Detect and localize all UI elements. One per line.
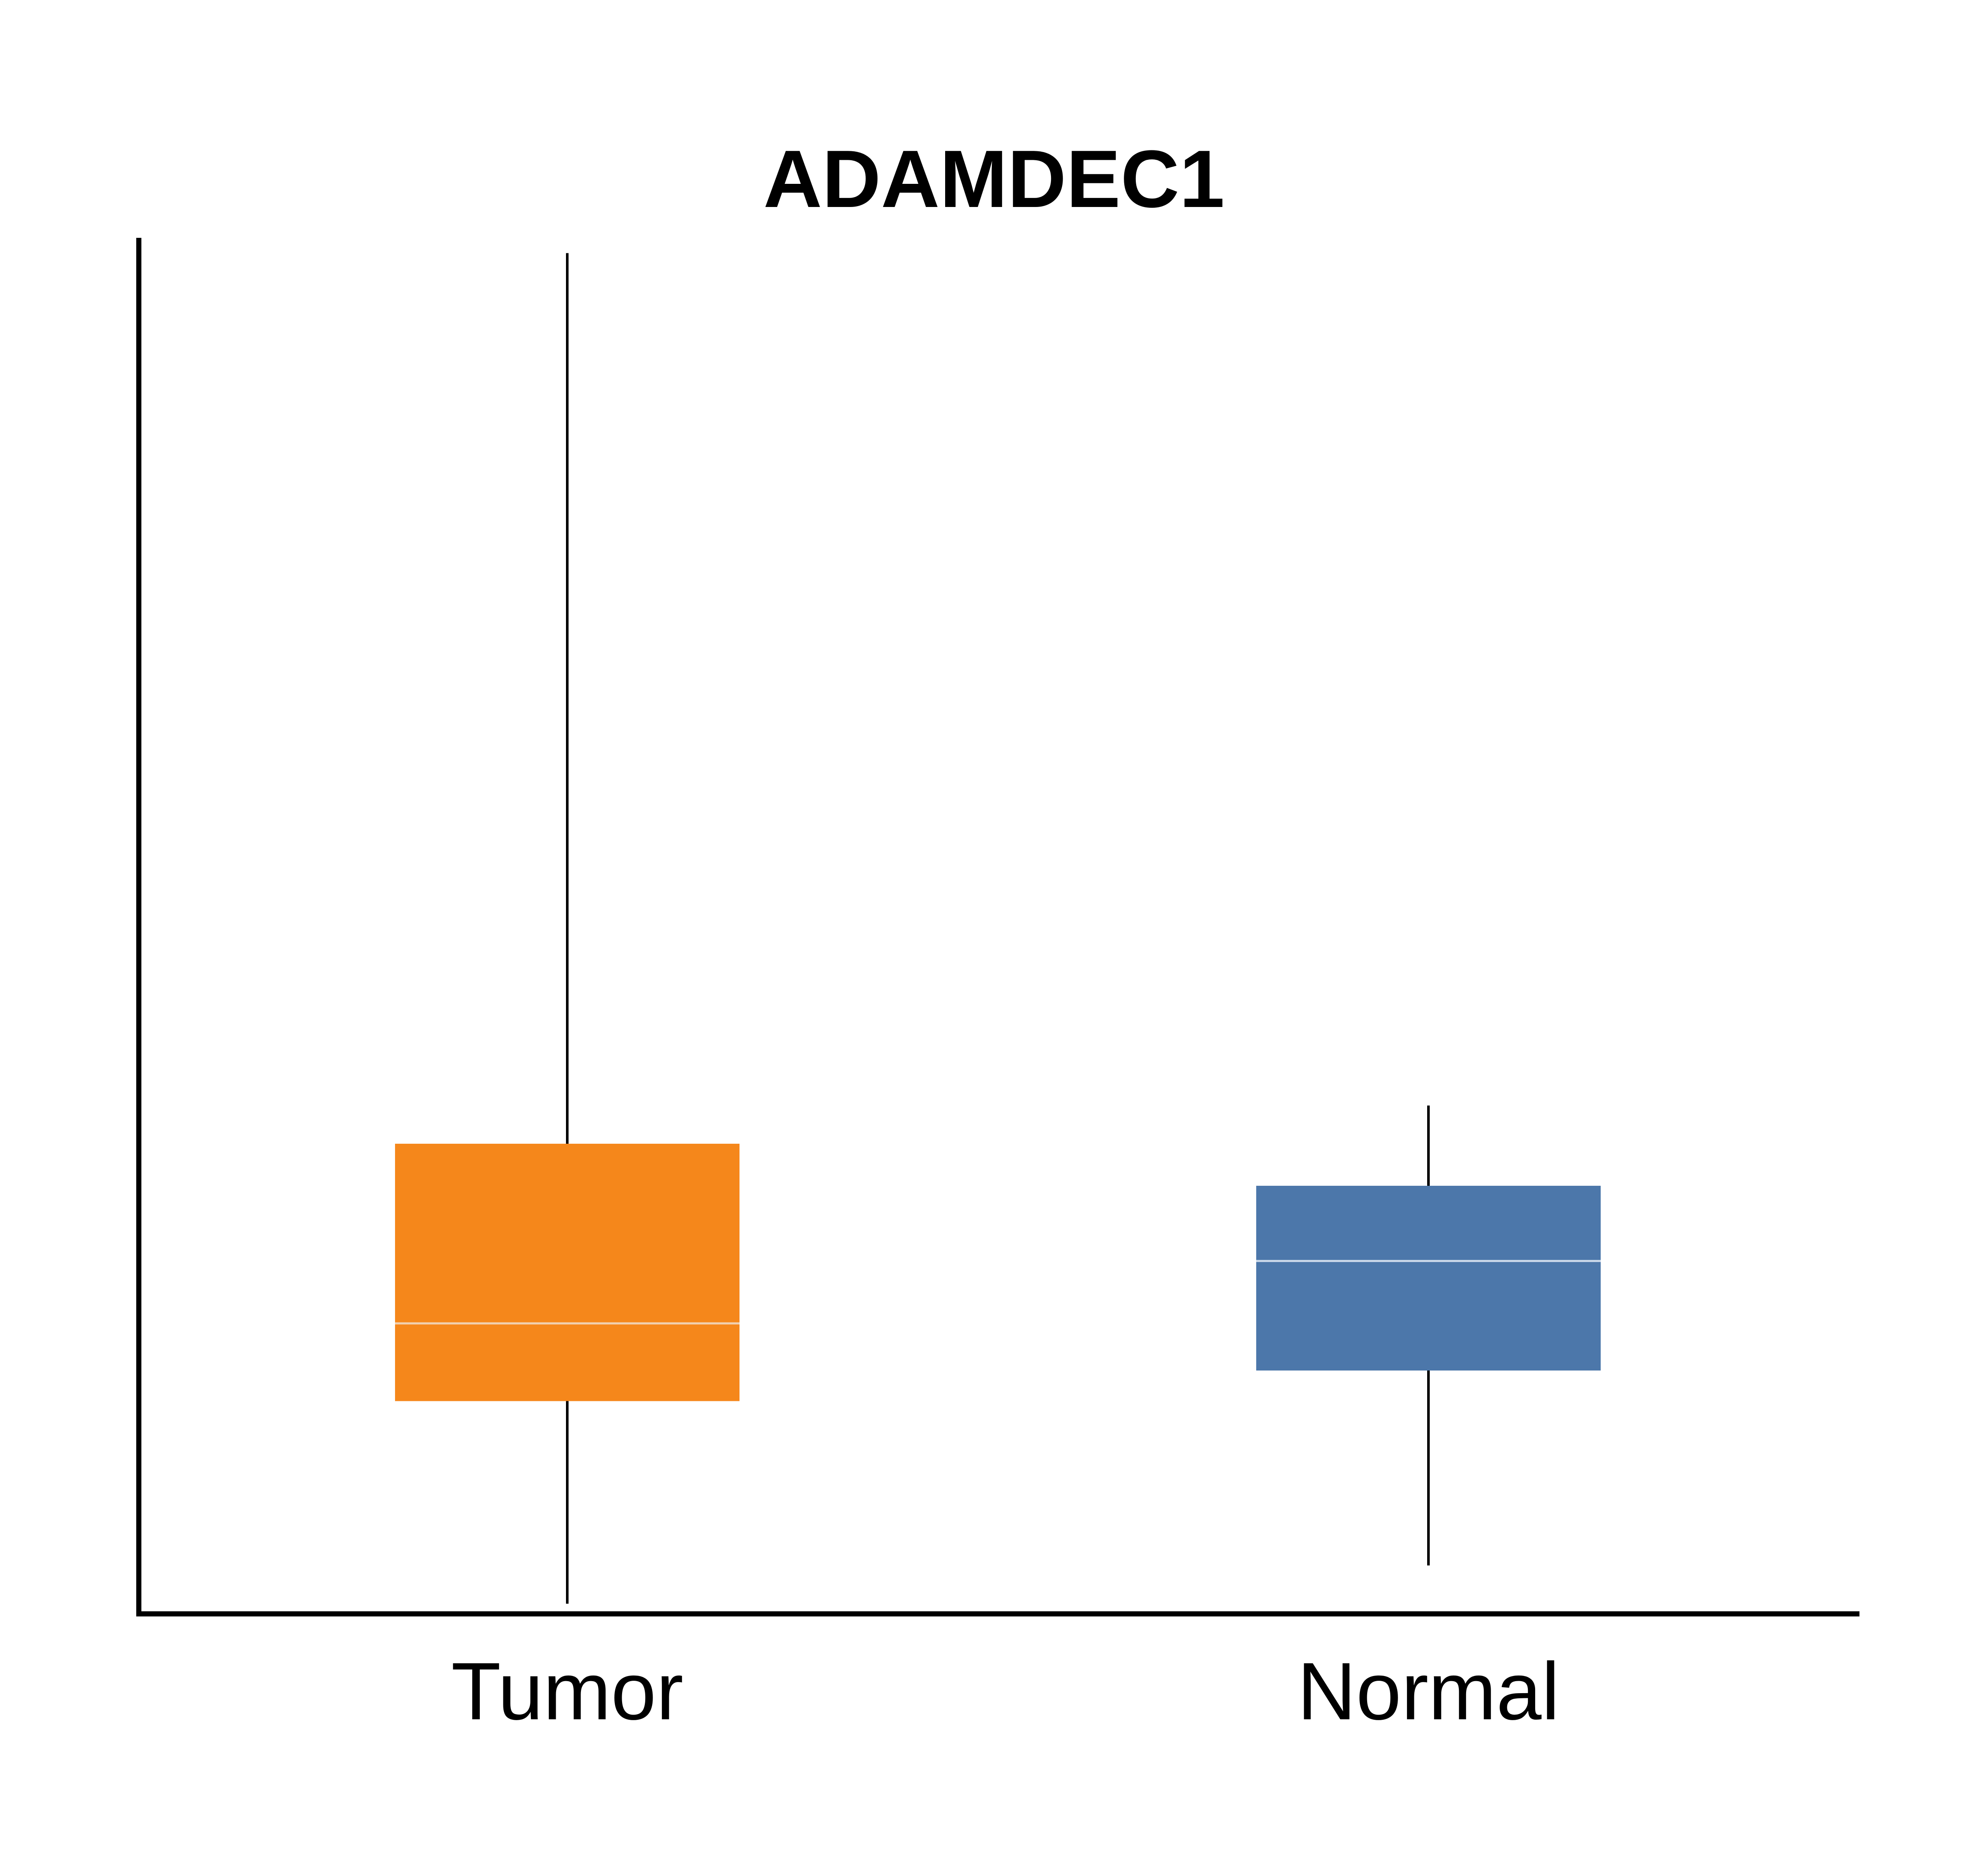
chart-title: ADAMDEC1 <box>763 134 1225 225</box>
boxes-group <box>395 253 1601 1604</box>
tumor-box <box>395 1143 740 1401</box>
x-tick-label-tumor: Tumor <box>451 1646 683 1737</box>
x-tick-labels: Tumor Normal <box>451 1646 1560 1737</box>
x-tick-label-normal: Normal <box>1297 1646 1560 1737</box>
normal-box <box>1256 1186 1601 1371</box>
